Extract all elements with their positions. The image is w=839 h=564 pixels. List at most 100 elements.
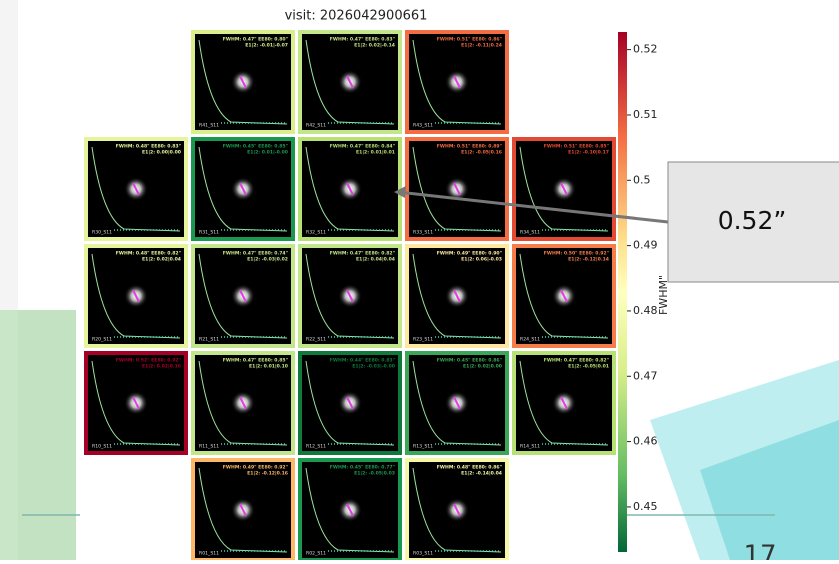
stamp-header: FWHM: 0.48" EE80: 0.83" xyxy=(116,144,181,150)
stamp: FWHM: 0.47" EE80: 0.80"E1|2: -0.01|-0.07… xyxy=(191,30,295,134)
stamp: FWHM: 0.47" EE80: 0.82"E1|2: -0.05|0.01 R… xyxy=(512,351,616,455)
colorbar-tick-label: 0.45 xyxy=(633,500,658,513)
callout-text: 0.52” xyxy=(718,206,787,235)
stamp-header: FWHM: 0.47" EE80: 0.83" xyxy=(330,37,395,43)
stamp: FWHM: 0.52" EE80: 0.92"E1|2: 0.02|0.16 R1… xyxy=(84,351,188,455)
stamp: FWHM: 0.47" EE80: 0.83"E1|2: 0.02|-0.14 R… xyxy=(298,30,402,134)
colorbar-tick-label: 0.48 xyxy=(633,304,658,317)
stamp-header: FWHM: 0.47" EE80: 0.85" xyxy=(223,358,288,364)
stamp: FWHM: 0.45" EE80: 0.77"E1|2: -0.05|0.03 R… xyxy=(298,458,402,560)
stamp-label: R41_S11 xyxy=(199,123,219,129)
stamp: FWHM: 0.47" EE80: 0.74"E1|2: -0.03|0.02 R… xyxy=(191,244,295,348)
stamp-label: R21_S11 xyxy=(199,337,219,343)
stamp-ellipticity: E1|2: -0.12|0.14 xyxy=(568,257,609,263)
stamp-header: FWHM: 0.47" EE80: 0.74" xyxy=(223,251,288,257)
stamp-header: FWHM: 0.45" EE80: 0.77" xyxy=(330,465,395,471)
stamp-label: R43_S11 xyxy=(413,123,433,129)
stamp-ellipticity: E1|2: -0.11|0.24 xyxy=(461,43,502,49)
stamp: FWHM: 0.49" EE80: 0.92"E1|2: -0.12|0.16 R… xyxy=(191,458,295,560)
stamp-ellipticity: E1|2: 0.02|0.04 xyxy=(142,257,181,263)
stamp-label: R12_S11 xyxy=(306,444,326,450)
stamp-label: R01_S11 xyxy=(199,551,219,557)
stamp-ellipticity: E1|2: 0.04|0.04 xyxy=(356,257,395,263)
colorbar-tick-label: 0.47 xyxy=(633,369,658,382)
colorbar-tick-label: 0.52 xyxy=(633,43,658,56)
stamp-label: R24_S11 xyxy=(520,337,540,343)
stamp: FWHM: 0.45" EE80: 0.85"E1|2: 0.01|-0.00 R… xyxy=(191,137,295,241)
stamp: FWHM: 0.48" EE80: 0.83"E1|2: 0.00|0.00 R3… xyxy=(84,137,188,241)
stamp-header: FWHM: 0.52" EE80: 0.92" xyxy=(116,358,181,364)
stamp-label: R14_S11 xyxy=(520,444,540,450)
stamp-ellipticity: E1|2: 0.02|-0.14 xyxy=(354,43,395,49)
stamp-ellipticity: E1|2: 0.01|0.01 xyxy=(356,150,395,156)
stamp: FWHM: 0.51" EE80: 0.86"E1|2: -0.11|0.24 R… xyxy=(405,30,509,134)
stamp-ellipticity: E1|2: 0.02|0.16 xyxy=(142,364,181,370)
decor xyxy=(0,310,18,560)
stamp: FWHM: 0.47" EE80: 0.84"E1|2: 0.01|0.01 R3… xyxy=(298,137,402,241)
stamp-header: FWHM: 0.47" EE80: 0.80" xyxy=(223,37,288,43)
stamp-header: FWHM: 0.48" EE80: 0.82" xyxy=(116,251,181,257)
colorbar xyxy=(618,32,627,552)
stamp-label: R34_S11 xyxy=(520,230,540,236)
stamp: FWHM: 0.45" EE80: 0.86"E1|2: 0.02|0.00 R1… xyxy=(405,351,509,455)
stamp-ellipticity: E1|2: 0.06|-0.03 xyxy=(461,257,502,263)
stamp: FWHM: 0.48" EE80: 0.86"E1|2: -0.14|0.04 R… xyxy=(405,458,509,560)
stamp-header: FWHM: 0.50" EE80: 0.92" xyxy=(544,251,609,257)
page-number: 17 xyxy=(743,541,776,561)
stamp-ellipticity: E1|2: 0.01|0.10 xyxy=(249,364,288,370)
stamp-label: R03_S11 xyxy=(413,551,433,557)
stamp-ellipticity: E1|2: -0.12|0.16 xyxy=(247,471,288,477)
stamp-header: FWHM: 0.51" EE80: 0.86" xyxy=(437,37,502,43)
stamp-header: FWHM: 0.45" EE80: 0.85" xyxy=(223,144,288,150)
stamp-label: R13_S11 xyxy=(413,444,433,450)
stamp-header: FWHM: 0.47" EE80: 0.82" xyxy=(544,358,609,364)
stamp-label: R33_S11 xyxy=(413,230,433,236)
stamp-header: FWHM: 0.51" EE80: 0.85" xyxy=(544,144,609,150)
stamp-ellipticity: E1|2: -0.01|-0.07 xyxy=(245,43,288,49)
stamp-label: R42_S11 xyxy=(306,123,326,129)
stamp: FWHM: 0.51" EE80: 0.89"E1|2: -0.05|0.16 R… xyxy=(405,137,509,241)
stamp: FWHM: 0.49" EE80: 0.90"E1|2: 0.06|-0.03 R… xyxy=(405,244,509,348)
stamp: FWHM: 0.51" EE80: 0.85"E1|2: -0.10|0.17 R… xyxy=(512,137,616,241)
colorbar-tick-label: 0.51 xyxy=(633,108,658,121)
stamp: FWHM: 0.50" EE80: 0.92"E1|2: -0.12|0.14 R… xyxy=(512,244,616,348)
colorbar-tick-label: 0.5 xyxy=(633,173,651,186)
stamp-ellipticity: E1|2: -0.14|0.04 xyxy=(461,471,502,477)
stamp-ellipticity: E1|2: 0.02|0.00 xyxy=(463,364,502,370)
stamp-ellipticity: E1|2: -0.05|0.01 xyxy=(568,364,609,370)
stamp-header: FWHM: 0.48" EE80: 0.86" xyxy=(437,465,502,471)
stamp-header: FWHM: 0.49" EE80: 0.90" xyxy=(437,251,502,257)
stamp-label: R02_S11 xyxy=(306,551,326,557)
stamp-ellipticity: E1|2: 0.01|-0.00 xyxy=(247,150,288,156)
stamp: FWHM: 0.48" EE80: 0.82"E1|2: 0.02|0.04 R2… xyxy=(84,244,188,348)
stamp-label: R22_S11 xyxy=(306,337,326,343)
stamp-header: FWHM: 0.47" EE80: 0.82" xyxy=(330,251,395,257)
stamp-label: R10_S11 xyxy=(92,444,112,450)
slide: visit: 2026042900661 FWHM: 0.47" EE80: 0… xyxy=(0,0,839,560)
stamp: FWHM: 0.47" EE80: 0.85"E1|2: 0.01|0.10 R1… xyxy=(191,351,295,455)
stamp-ellipticity: E1|2: -0.05|0.03 xyxy=(354,471,395,477)
colorbar-tick-label: 0.46 xyxy=(633,435,658,448)
title: visit: 2026042900661 xyxy=(285,9,428,24)
stamp-header: FWHM: 0.51" EE80: 0.89" xyxy=(437,144,502,150)
stamp-label: R11_S11 xyxy=(199,444,219,450)
colorbar-ticks: 0.52 0.51 0.5 0.49 0.48 0.47 0.46 0.45 xyxy=(627,43,658,513)
stamp-ellipticity: E1|2: -0.10|0.17 xyxy=(568,150,609,156)
stamp-header: FWHM: 0.47" EE80: 0.84" xyxy=(330,144,395,150)
stamp-header: FWHM: 0.49" EE80: 0.92" xyxy=(223,465,288,471)
stamp: FWHM: 0.47" EE80: 0.82"E1|2: 0.04|0.04 R2… xyxy=(298,244,402,348)
stamp-ellipticity: E1|2: -0.03|0.02 xyxy=(247,257,288,263)
stamp-ellipticity: E1|2: -0.05|0.16 xyxy=(461,150,502,156)
stamp: FWHM: 0.44" EE80: 0.83"E1|2: -0.03|-0.00… xyxy=(298,351,402,455)
stamp-label: R30_S11 xyxy=(92,230,112,236)
stamp-label: R23_S11 xyxy=(413,337,433,343)
stamp-label: R20_S11 xyxy=(92,337,112,343)
stamp-label: R32_S11 xyxy=(306,230,326,236)
stamp-header: FWHM: 0.44" EE80: 0.83" xyxy=(330,358,395,364)
colorbar-tick-label: 0.49 xyxy=(633,239,658,252)
stamp-header: FWHM: 0.45" EE80: 0.86" xyxy=(437,358,502,364)
stamp-grid: FWHM: 0.47" EE80: 0.80"E1|2: -0.01|-0.07… xyxy=(84,30,616,560)
stamp-label: R31_S11 xyxy=(199,230,219,236)
stamp-ellipticity: E1|2: -0.03|-0.00 xyxy=(352,364,395,370)
stamp-ellipticity: E1|2: 0.00|0.00 xyxy=(142,150,181,156)
